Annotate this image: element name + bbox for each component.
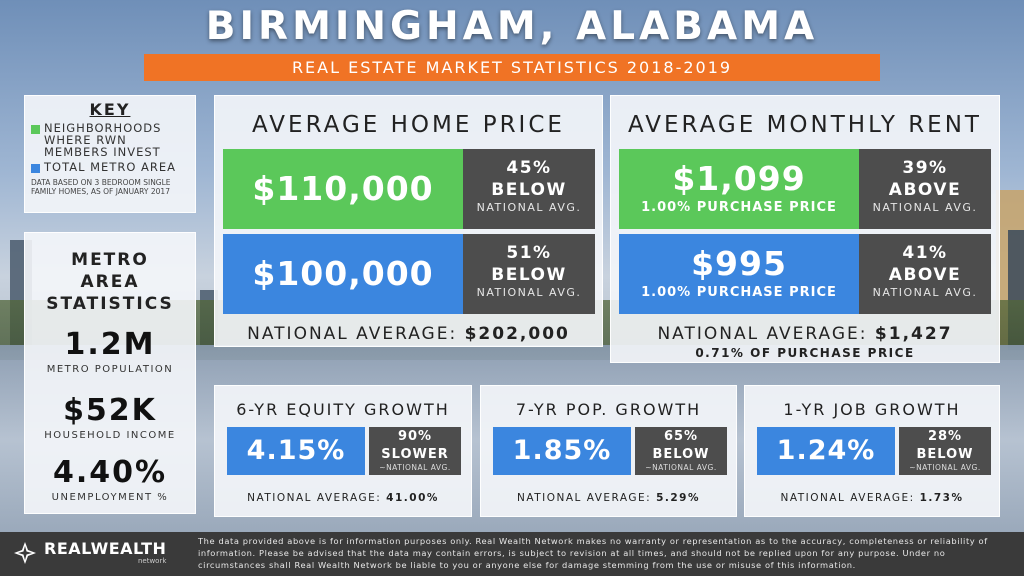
household-income-label: HOUSEHOLD INCOME	[44, 430, 176, 441]
metro-population-label: METRO POPULATION	[46, 364, 174, 375]
national-average-value: 5.29%	[656, 492, 700, 504]
neighborhood-rent-comparison: 39% ABOVE NATIONAL AVG.	[859, 149, 991, 229]
comparison-direction: BELOW	[491, 265, 567, 285]
comparison-percent: 90%	[397, 429, 433, 444]
national-average-label: NATIONAL AVERAGE:	[780, 492, 915, 504]
equity-growth-title: 6-YR EQUITY GROWTH	[236, 400, 450, 419]
rent-national-average: NATIONAL AVERAGE: $1,427	[611, 324, 999, 344]
job-growth-panel: 1-YR JOB GROWTH 1.24% 28% BELOW ~NATIONA…	[744, 385, 1000, 517]
metro-rent: $995 1.00% PURCHASE PRICE	[619, 234, 859, 314]
comparison-percent: 41%	[902, 243, 948, 263]
job-growth-comparison: 28% BELOW ~NATIONAL AVG.	[899, 427, 991, 475]
comparison-direction: ABOVE	[888, 180, 962, 200]
key-panel: KEY NEIGHBORHOODS WHERE RWN MEMBERS INVE…	[24, 95, 196, 213]
comparison-national-label: NATIONAL AVG.	[872, 286, 978, 299]
national-average-value: $1,427	[874, 324, 953, 344]
population-growth-comparison: 65% BELOW ~NATIONAL AVG.	[635, 427, 727, 475]
comparison-national-label: ~NATIONAL AVG.	[909, 463, 981, 472]
comparison-direction: BELOW	[491, 180, 567, 200]
comparison-percent: 51%	[506, 243, 552, 263]
page-title: BIRMINGHAM, ALABAMA	[205, 4, 819, 49]
metro-title: METRO AREA STATISTICS	[46, 250, 174, 314]
key-title: KEY	[89, 100, 131, 119]
comparison-percent: 28%	[927, 429, 963, 444]
comparison-percent: 45%	[506, 158, 552, 178]
rent-national-sub: 0.71% OF PURCHASE PRICE	[695, 346, 915, 360]
realwealth-logo-icon	[12, 540, 38, 566]
neighborhood-rent-value: $1,099	[672, 159, 806, 198]
metro-stats-panel: METRO AREA STATISTICS 1.2M METRO POPULAT…	[24, 232, 196, 514]
job-growth-title: 1-YR JOB GROWTH	[783, 400, 961, 419]
unemployment-value: 4.40%	[52, 455, 168, 490]
metro-population-value: 1.2M	[64, 327, 156, 362]
comparison-direction: BELOW	[916, 447, 974, 462]
jobs-national-average: NATIONAL AVERAGE: 1.73%	[745, 492, 999, 504]
key-label: NEIGHBORHOODS WHERE RWN MEMBERS INVEST	[44, 121, 162, 159]
national-average-label: NATIONAL AVERAGE:	[516, 492, 652, 504]
comparison-direction: ABOVE	[888, 265, 962, 285]
logo-text: REALWEALTH	[44, 539, 167, 558]
footer: REALWEALTH network The data provided abo…	[0, 532, 1024, 576]
blue-swatch	[31, 164, 40, 173]
key-label: TOTAL METRO AREA	[44, 160, 177, 174]
national-average-label: NATIONAL AVERAGE:	[657, 324, 868, 344]
comparison-percent: 65%	[663, 429, 699, 444]
national-average-value: $202,000	[464, 324, 570, 344]
comparison-national-label: NATIONAL AVG.	[476, 201, 582, 214]
green-swatch	[31, 125, 40, 134]
household-income-value: $52K	[63, 393, 157, 428]
population-national-average: NATIONAL AVERAGE: 5.29%	[481, 492, 736, 504]
neighborhood-home-price: $110,000	[223, 149, 463, 229]
population-growth-value: 1.85%	[493, 427, 631, 475]
logo-sub: network	[137, 557, 167, 565]
job-growth-value: 1.24%	[757, 427, 895, 475]
page-subtitle: REAL ESTATE MARKET STATISTICS 2018-2019	[144, 54, 880, 81]
population-growth-panel: 7-YR POP. GROWTH 1.85% 65% BELOW ~NATION…	[480, 385, 737, 517]
national-average-label: NATIONAL AVERAGE:	[247, 492, 382, 504]
key-note: DATA BASED ON 3 BEDROOM SINGLE FAMILY HO…	[31, 178, 171, 196]
home-national-average: NATIONAL AVERAGE: $202,000	[215, 324, 602, 344]
realwealth-logo[interactable]: REALWEALTH network	[12, 540, 166, 566]
rent-title: AVERAGE MONTHLY RENT	[628, 112, 982, 138]
comparison-direction: BELOW	[652, 447, 710, 462]
comparison-national-label: NATIONAL AVG.	[476, 286, 582, 299]
national-average-label: NATIONAL AVERAGE:	[247, 324, 458, 344]
population-growth-title: 7-YR POP. GROWTH	[515, 400, 702, 419]
metro-rent-comparison: 41% ABOVE NATIONAL AVG.	[859, 234, 991, 314]
equity-national-average: NATIONAL AVERAGE: 41.00%	[215, 492, 471, 504]
key-item-metro: TOTAL METRO AREA	[31, 161, 189, 173]
metro-home-price-value: $100,000	[252, 254, 434, 293]
disclaimer-text: The data provided above is for informati…	[198, 536, 988, 570]
comparison-national-label: NATIONAL AVG.	[872, 201, 978, 214]
national-average-value: 1.73%	[919, 492, 964, 504]
comparison-direction: SLOWER	[381, 447, 449, 462]
metro-home-comparison: 51% BELOW NATIONAL AVG.	[463, 234, 595, 314]
metro-home-price: $100,000	[223, 234, 463, 314]
unemployment-label: UNEMPLOYMENT %	[51, 492, 169, 503]
comparison-national-label: ~NATIONAL AVG.	[379, 463, 451, 472]
equity-growth-comparison: 90% SLOWER ~NATIONAL AVG.	[369, 427, 461, 475]
comparison-percent: 39%	[902, 158, 948, 178]
national-average-value: 41.00%	[386, 492, 439, 504]
neighborhood-rent: $1,099 1.00% PURCHASE PRICE	[619, 149, 859, 229]
metro-rent-sub: 1.00% PURCHASE PRICE	[641, 285, 837, 300]
neighborhood-home-price-value: $110,000	[252, 169, 434, 208]
home-price-title: AVERAGE HOME PRICE	[252, 112, 565, 138]
equity-growth-value: 4.15%	[227, 427, 365, 475]
metro-rent-value: $995	[691, 244, 787, 283]
key-item-neighborhoods: NEIGHBORHOODS WHERE RWN MEMBERS INVEST	[31, 122, 189, 158]
home-price-panel: AVERAGE HOME PRICE $110,000 45% BELOW NA…	[214, 95, 603, 347]
comparison-national-label: ~NATIONAL AVG.	[645, 463, 717, 472]
neighborhood-rent-sub: 1.00% PURCHASE PRICE	[641, 200, 837, 215]
neighborhood-home-comparison: 45% BELOW NATIONAL AVG.	[463, 149, 595, 229]
equity-growth-panel: 6-YR EQUITY GROWTH 4.15% 90% SLOWER ~NAT…	[214, 385, 472, 517]
monthly-rent-panel: AVERAGE MONTHLY RENT $1,099 1.00% PURCHA…	[610, 95, 1000, 363]
